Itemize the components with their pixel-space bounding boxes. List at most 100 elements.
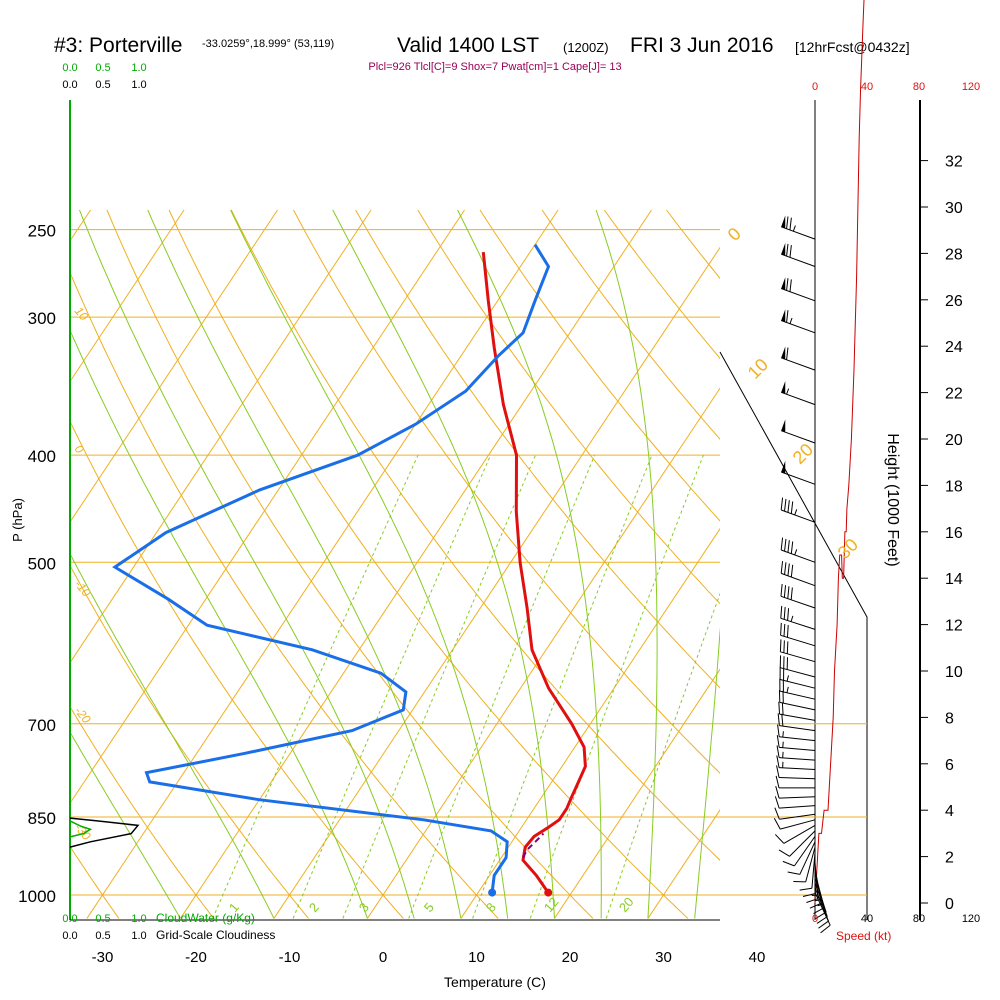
wind-barb-290	[781, 277, 816, 302]
barb-staff	[780, 634, 816, 647]
stability-indices: Plcl=926 Tlcl[C]=9 Shox=7 Pwat[cm]=1 Cap…	[368, 61, 621, 73]
wind-barb-895	[787, 841, 816, 875]
wind-barb-855	[773, 818, 816, 830]
barb-flag	[775, 775, 780, 789]
barb-flag	[784, 498, 787, 512]
barb-flag	[782, 860, 795, 867]
height-tick-6: 6	[945, 757, 954, 774]
barb-half-flag	[792, 225, 796, 232]
barb-half-flag	[794, 509, 798, 516]
dry-adiabat-label-10: 10	[744, 355, 772, 383]
cloudwater-top-tick-0: 0.0	[62, 62, 77, 74]
dry-adiabat-50	[293, 209, 720, 774]
wind-barb-915	[799, 852, 816, 891]
barb-pennant	[781, 460, 786, 474]
barb-staff	[779, 813, 816, 820]
mixing-ratio-12	[529, 455, 704, 919]
isotherm--70	[70, 209, 185, 383]
surface-dewpoint-marker	[488, 888, 497, 897]
isotherm--60	[70, 209, 278, 523]
height-tick-14: 14	[945, 571, 963, 588]
moist-adiabat-15	[230, 209, 509, 919]
wind-barb-755	[776, 745, 816, 761]
barb-flag	[787, 563, 790, 576]
pressure-tick-250: 250	[28, 222, 56, 241]
cloudwater-top-tick-2: 1.0	[131, 62, 146, 74]
barb-half-flag	[789, 317, 793, 324]
barb-flag	[787, 608, 790, 621]
barb-staff	[781, 226, 816, 240]
wind-barb-865	[774, 824, 816, 844]
height-tick-26: 26	[945, 293, 963, 310]
panel-border	[719, 351, 868, 920]
speed-top-tick-40: 40	[861, 81, 873, 93]
wind-barb-770	[776, 755, 816, 770]
cloudwater-bottom-tick-1: 0.5	[95, 913, 110, 925]
dry-adiabat-150	[915, 210, 1000, 918]
cloudiness-bottom-tick-1: 0.5	[95, 930, 110, 942]
wind-barb-785	[776, 765, 816, 780]
barb-flag	[776, 745, 780, 758]
wind-barb-360	[781, 381, 816, 406]
wind-barb-500	[780, 537, 816, 563]
dry-adiabat-label-30: 30	[834, 535, 862, 563]
barb-flag	[786, 243, 789, 257]
dry-adiabat-90	[541, 209, 720, 440]
height-tick-22: 22	[945, 386, 963, 403]
barb-half-flag	[814, 899, 821, 902]
dry-adiabat-70	[417, 209, 720, 605]
barb-flag	[777, 724, 780, 737]
isotherm--20	[180, 209, 652, 919]
barb-pennant	[781, 309, 786, 322]
dry-adiabat-120	[729, 210, 1000, 918]
moist-adiabat--20	[70, 731, 181, 919]
barb-staff	[793, 836, 816, 867]
height-tick-8: 8	[945, 710, 954, 727]
parcel-path	[522, 832, 545, 859]
barb-staff	[799, 841, 816, 875]
height-tick-0: 0	[945, 896, 954, 913]
height-tick-2: 2	[945, 850, 954, 867]
barb-flag	[784, 562, 787, 575]
barb-flag	[789, 279, 792, 292]
wind-barb-550	[780, 583, 816, 609]
isotherm-0	[367, 387, 720, 919]
wind-barb-635	[779, 655, 816, 678]
speed-bottom-tick-0: 0	[812, 913, 818, 925]
barb-half-flag	[794, 549, 798, 556]
isotherm-20	[554, 668, 720, 919]
barb-flag	[809, 902, 822, 909]
zulu-time: (1200Z)	[563, 40, 609, 55]
temp-tick--10: -10	[279, 949, 301, 966]
barb-staff	[780, 651, 816, 663]
temp-tick--30: -30	[92, 949, 114, 966]
barb-flag	[799, 887, 812, 891]
barb-flag	[786, 278, 789, 291]
dry-adiabat-60	[355, 209, 720, 689]
barb-flag	[776, 765, 780, 778]
barb-flag	[779, 639, 782, 652]
mixing-ratio-label-3: 3	[356, 900, 372, 915]
height-tick-30: 30	[945, 200, 963, 217]
barb-flag	[790, 541, 794, 554]
dry-adiabat-100	[603, 209, 720, 360]
barb-flag	[789, 245, 792, 258]
wind-speed-profile	[814, 0, 865, 904]
cloudiness-top-tick-1: 0.5	[95, 79, 110, 91]
pressure-tick-700: 700	[28, 716, 56, 735]
temp-tick-20: 20	[562, 949, 579, 966]
station-coords: -33.0259°,18.999° (53,119)	[202, 38, 334, 50]
barb-flag	[778, 701, 781, 715]
wind-barb-875	[778, 830, 816, 857]
plot-frame	[70, 75, 720, 920]
barb-staff	[781, 357, 816, 371]
dry-adiabat--30	[70, 845, 120, 919]
x-axis-label: Temperature (C)	[444, 974, 546, 990]
barb-flag	[783, 585, 787, 598]
barb-flag	[780, 622, 782, 636]
wind-barb-425	[781, 460, 816, 485]
mixing-ratio-1	[212, 454, 419, 919]
forecast-info: [12hrFcst@0432z]	[795, 39, 910, 55]
dry-adiabat-label-0: 0	[724, 224, 745, 245]
